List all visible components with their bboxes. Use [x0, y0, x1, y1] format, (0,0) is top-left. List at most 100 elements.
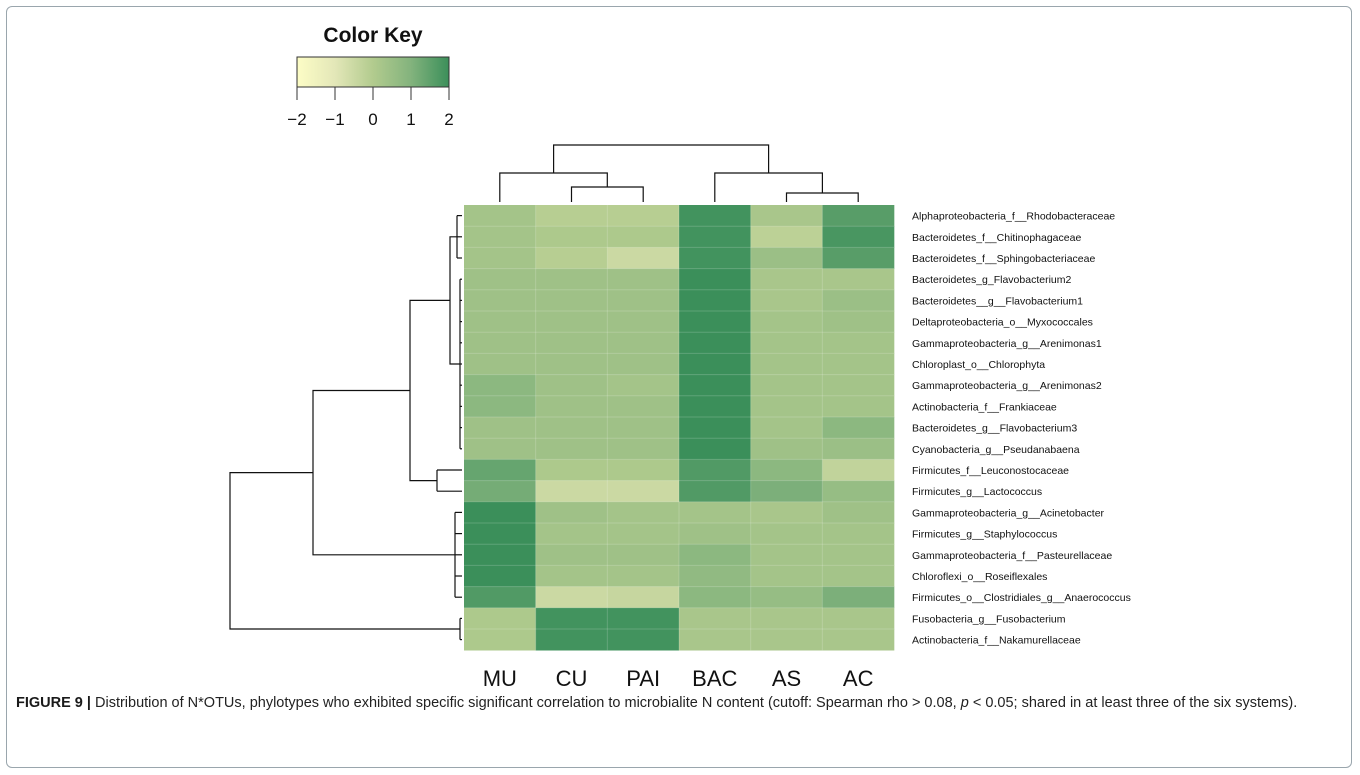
row-label: Gammaproteobacteria_f__Pasteurellaceae [912, 550, 1112, 562]
heatmap-cell [679, 480, 751, 503]
heatmap-cell [750, 501, 823, 524]
column-label: PAI [626, 666, 660, 690]
column-dendrogram-branch [570, 186, 644, 202]
heatmap-cell [535, 311, 608, 333]
heatmap-cell [535, 607, 608, 630]
heatmap-cell [464, 226, 536, 248]
heatmap-cell [679, 565, 751, 587]
heatmap-cell [464, 417, 536, 439]
heatmap-cell [535, 544, 608, 566]
heatmap-cell [535, 438, 608, 460]
row-labels: Alphaproteobacteria_f__Rhodobacteraceae B… [912, 211, 1131, 647]
heatmap-cell [750, 523, 823, 545]
heatmap-cell [750, 311, 823, 333]
heatmap-cell [607, 395, 680, 418]
heatmap-cell [607, 480, 680, 503]
column-dendrogram-branch [714, 172, 823, 202]
heatmap-cell [535, 247, 608, 269]
color-key-bar [296, 56, 450, 88]
heatmap-cell [750, 438, 823, 460]
column-dendrogram-branch [553, 144, 770, 173]
row-label: Deltaproteobacteria_o__Myxococcales [912, 317, 1093, 329]
heatmap-cell [822, 395, 895, 418]
row-label: Bacteroidetes_f__Sphingobacteriaceae [912, 253, 1095, 265]
row-label: Gammaproteobacteria_g__Arenimonas2 [912, 380, 1102, 392]
heatmap-cell [464, 395, 536, 418]
heatmap-cell [822, 417, 895, 439]
heatmap-cell [607, 438, 680, 460]
color-key: Color Key −2 −1 0 1 2 [287, 24, 453, 129]
heatmap-cell [822, 438, 895, 460]
heatmap-cell [679, 629, 751, 651]
row-label: Firmicutes_f__Leuconostocaceae [912, 465, 1069, 477]
row-dendrogram-branch [449, 236, 460, 365]
heatmap-cell [464, 247, 536, 269]
heatmap-cell [750, 205, 823, 227]
heatmap-cell [464, 565, 536, 587]
heatmap-cell [750, 226, 823, 248]
heatmap-cell [822, 268, 895, 291]
row-dendrogram-branch [229, 472, 460, 630]
heatmap-cell [822, 629, 895, 651]
heatmap-cell [679, 544, 751, 566]
heatmap-cell [822, 480, 895, 503]
heatmap-cell [822, 247, 895, 269]
column-dendrogram [499, 144, 859, 202]
heatmap-cell [535, 226, 608, 248]
heatmap-cell [822, 205, 895, 227]
heatmap-cell [750, 629, 823, 651]
heatmap-cell [535, 480, 608, 503]
heatmap-cell [607, 629, 680, 651]
heatmap-cell [464, 268, 536, 291]
heatmap-figure: Color Key −2 −1 0 1 2 Alphaproteobacteria_f_… [229, 24, 1131, 690]
heatmap-cell [822, 565, 895, 587]
color-key-tick-label: −1 [325, 110, 344, 129]
caption-text-2: < 0.05; shared in at least three of the … [968, 695, 1298, 711]
heatmap-cell [464, 480, 536, 503]
row-label: Firmicutes_g__Staphylococcus [912, 529, 1057, 541]
column-dendrogram-branch [785, 192, 859, 202]
heatmap-cell [535, 374, 608, 397]
heatmap-cell [750, 544, 823, 566]
row-label: Bacteroidetes_f__Chitinophagaceae [912, 232, 1081, 244]
row-label: Chloroflexi_o__Roseiflexales [912, 571, 1047, 583]
heatmap-cell [607, 607, 680, 630]
heatmap-cell [679, 459, 751, 481]
color-key-tick-label: 0 [368, 110, 377, 129]
heatmap-cell [822, 501, 895, 524]
heatmap-cell [464, 205, 536, 227]
heatmap-cell [607, 226, 680, 248]
row-label: Fusobacteria_g__Fusobacterium [912, 613, 1066, 625]
heatmap-cell [822, 226, 895, 248]
heatmap-cell [679, 268, 751, 291]
heatmap-cell [750, 289, 823, 312]
row-label: Bacteroidetes_g_Flavobacterium2 [912, 274, 1072, 286]
figure-frame [6, 6, 1352, 768]
heatmap-cell [607, 247, 680, 269]
color-key-ticks: −2 −1 0 1 2 [287, 87, 454, 129]
heatmap-cell [822, 374, 895, 397]
heatmap-cell [679, 374, 751, 397]
color-key-tick-label: 2 [444, 110, 453, 129]
heatmap-cell [607, 501, 680, 524]
heatmap-cell [535, 459, 608, 481]
heatmap-cell [822, 586, 895, 609]
heatmap-cell [679, 607, 751, 630]
heatmap-cell [535, 417, 608, 439]
heatmap-cell [464, 353, 536, 375]
color-key-tick-label: 1 [406, 110, 415, 129]
heatmap-cells [464, 205, 895, 651]
row-label: Actinobacteria_f__Frankiaceae [912, 401, 1057, 413]
heatmap-cell [679, 205, 751, 227]
heatmap-cell [679, 501, 751, 524]
heatmap-cell [750, 565, 823, 587]
heatmap-cell [464, 332, 536, 354]
heatmap-cell [750, 332, 823, 354]
heatmap-cell [679, 226, 751, 248]
caption-text-1: Distribution of N*OTUs, phylotypes who e… [90, 695, 961, 711]
heatmap-cell [679, 332, 751, 354]
row-dendrogram [229, 215, 462, 641]
caption-p-italic: p [960, 695, 969, 711]
heatmap-cell [607, 417, 680, 439]
column-labels: MU CU PAI BAC AS AC [483, 666, 874, 690]
